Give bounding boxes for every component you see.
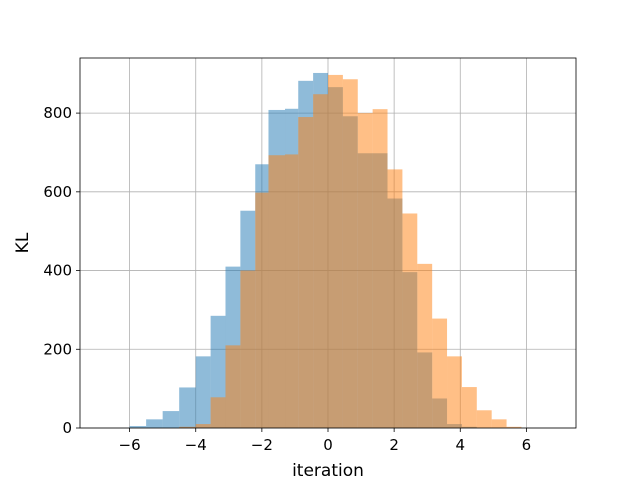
- histogram-bar-series-2: [240, 270, 256, 428]
- histogram-bar-series-2: [506, 426, 522, 428]
- histogram-bar-series-2: [491, 419, 507, 428]
- histogram-bar-series-2: [328, 74, 343, 428]
- histogram-bar-series-2: [313, 94, 328, 428]
- x-tick-label: 2: [389, 436, 399, 454]
- histogram-bar-series-2: [447, 356, 462, 428]
- histogram-bar-series-1: [146, 419, 163, 428]
- y-tick-label: 800: [43, 104, 72, 122]
- x-tick-label: −6: [119, 436, 141, 454]
- histogram-bar-series-2: [298, 117, 314, 429]
- x-tick-label: 4: [455, 436, 465, 454]
- y-tick-label: 400: [43, 262, 72, 280]
- histogram-bar-series-2: [179, 426, 196, 428]
- histogram-bar-series-2: [476, 410, 492, 428]
- histogram-bar-series-2: [461, 387, 477, 428]
- x-tick-label: 6: [522, 436, 532, 454]
- histogram-bar-series-1: [162, 411, 180, 428]
- histogram-bar-series-2: [255, 192, 269, 428]
- axis-ticks: −6 −4 −2 0 2 4 6 0 200 400 600 800: [43, 104, 531, 454]
- histogram-bar-series-2: [285, 154, 299, 429]
- x-tick-label: −2: [251, 436, 273, 454]
- histogram-bar-series-2: [225, 345, 241, 428]
- histogram-bars: [129, 72, 522, 429]
- histogram-bar-series-1: [129, 426, 147, 428]
- histogram-bar-series-2: [342, 79, 358, 429]
- x-axis-label: iteration: [292, 461, 364, 480]
- histogram-bar-series-2: [372, 109, 388, 428]
- histogram-bar-series-2: [432, 318, 448, 428]
- histogram-bar-series-2: [402, 213, 418, 428]
- y-tick-label: 600: [43, 183, 72, 201]
- x-tick-label: −4: [185, 436, 207, 454]
- y-axis-label: KL: [13, 232, 33, 253]
- y-tick-label: 0: [62, 419, 72, 437]
- histogram-bar-series-2: [387, 169, 403, 428]
- histogram-bar-series-2: [195, 424, 211, 428]
- histogram-bar-series-2: [268, 155, 286, 429]
- y-tick-label: 200: [43, 340, 72, 358]
- histogram-bar-series-2: [210, 397, 226, 428]
- histogram-bar-series-2: [417, 263, 433, 428]
- histogram-bar-series-2: [357, 113, 373, 428]
- x-tick-label: 0: [323, 436, 333, 454]
- histogram-bar-series-1: [179, 387, 196, 428]
- histogram-bar-series-1: [195, 356, 211, 428]
